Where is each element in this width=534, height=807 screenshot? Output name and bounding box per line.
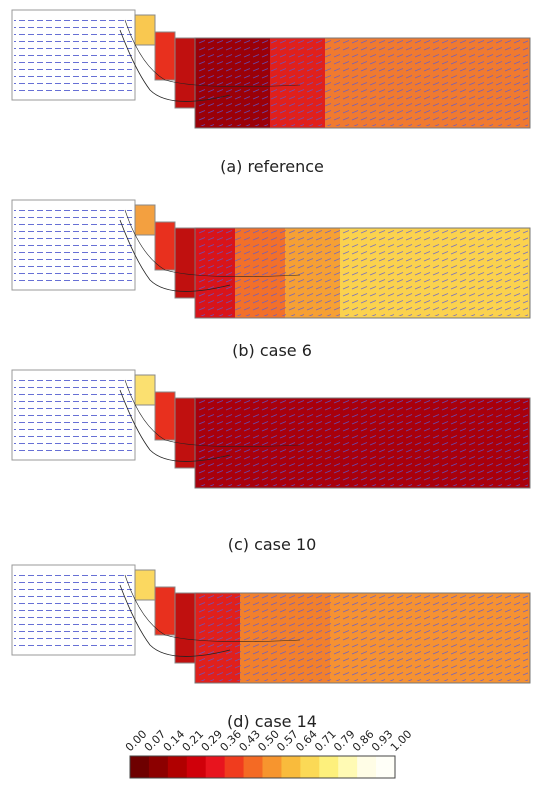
inlet-vectors (14, 374, 132, 456)
colorbar-swatch (319, 756, 338, 778)
step (135, 570, 155, 600)
contour-panel (12, 200, 530, 318)
contour-panel (12, 370, 530, 488)
step (175, 38, 195, 108)
colorbar-swatch (357, 756, 376, 778)
colorbar-swatch (263, 756, 282, 778)
colorbar: 0.000.070.140.210.290.360.430.500.570.64… (123, 728, 415, 778)
channel-vectors (197, 595, 528, 681)
channel-vectors (197, 400, 528, 486)
step (155, 32, 175, 80)
step (175, 228, 195, 298)
colorbar-swatch (130, 756, 149, 778)
caption: (c) case 10 (228, 535, 317, 554)
step (135, 205, 155, 235)
colorbar-swatch (187, 756, 206, 778)
contour-panel (12, 10, 530, 128)
inlet-vectors (14, 14, 132, 96)
step (175, 398, 195, 468)
colorbar-swatch (300, 756, 319, 778)
inlet-vectors (14, 204, 132, 286)
channel-vectors (197, 40, 528, 126)
contour-panel (12, 565, 530, 683)
step (155, 587, 175, 635)
colorbar-swatch (149, 756, 168, 778)
step (155, 222, 175, 270)
step (155, 392, 175, 440)
colorbar-swatch (338, 756, 357, 778)
step (135, 15, 155, 45)
caption: (b) case 6 (232, 341, 312, 360)
colorbar-swatch (206, 756, 225, 778)
step (175, 593, 195, 663)
colorbar-swatch (168, 756, 187, 778)
colorbar-tick-label: 1.00 (388, 728, 415, 755)
channel-vectors (197, 230, 528, 316)
colorbar-swatch (281, 756, 300, 778)
colorbar-swatch (376, 756, 395, 778)
colorbar-swatch (244, 756, 263, 778)
step (135, 375, 155, 405)
caption: (a) reference (220, 157, 324, 176)
figure: (a) reference (b) case 6 (c) case 10 (d)… (0, 0, 534, 807)
colorbar-swatch (225, 756, 244, 778)
inlet-vectors (14, 569, 132, 651)
